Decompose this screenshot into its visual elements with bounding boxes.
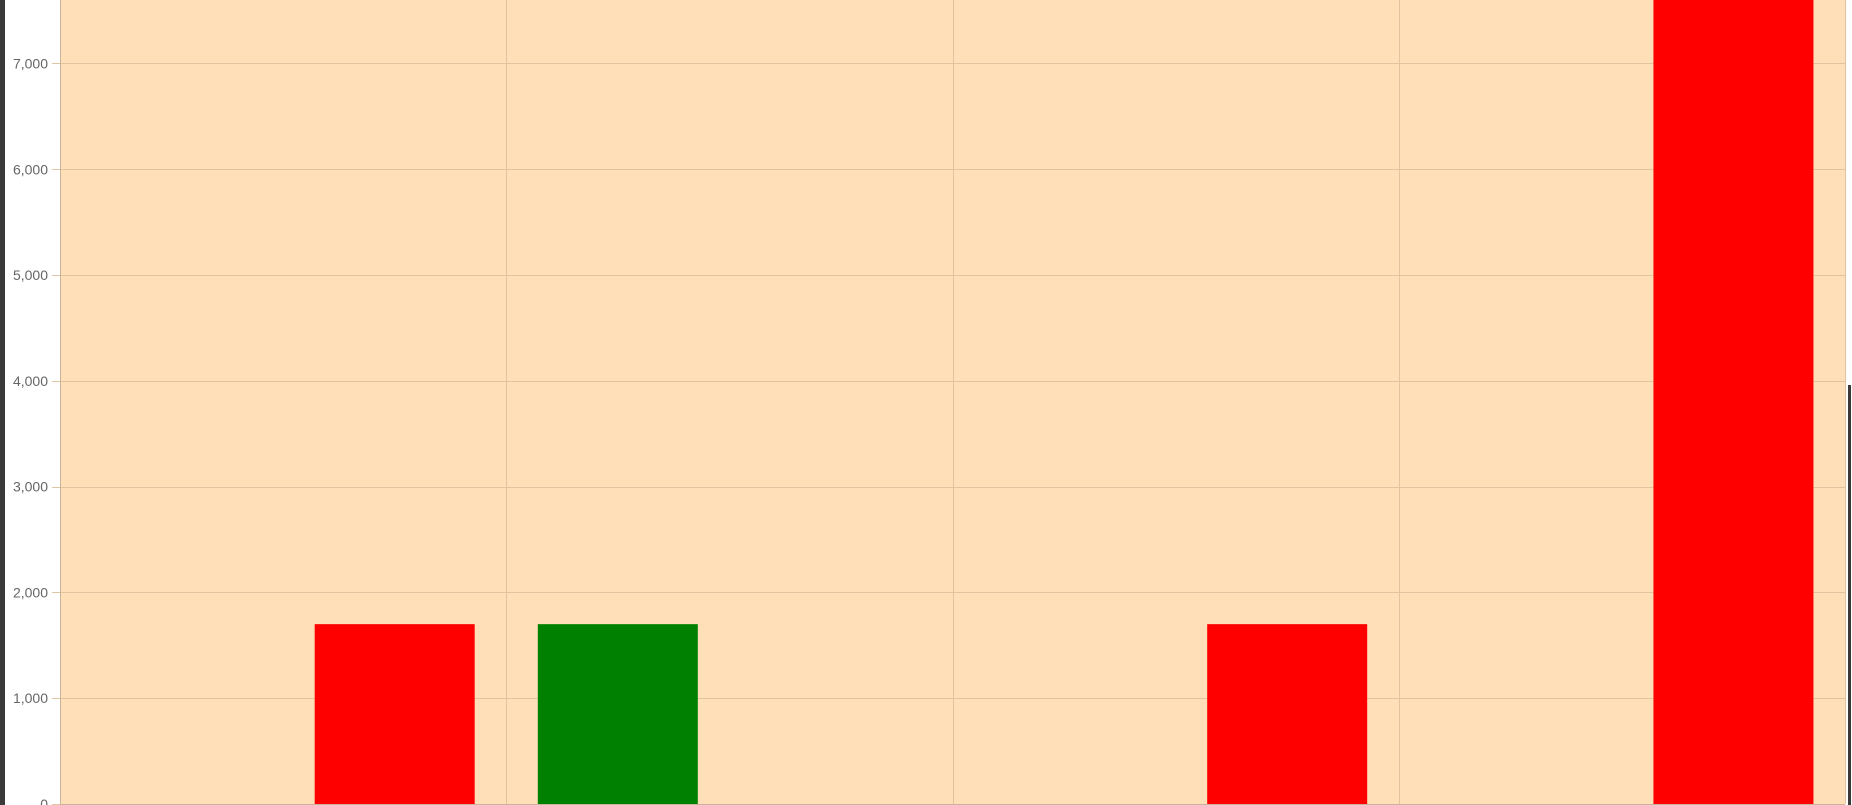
y-tick-label: 6,000	[13, 161, 48, 177]
window-left-edge	[0, 0, 5, 805]
y-tick-label: 5,000	[13, 267, 48, 283]
scrollbar[interactable]	[1848, 385, 1851, 805]
y-tick-label: 3,000	[13, 479, 48, 495]
bar	[1207, 624, 1368, 804]
y-tick-label: 7,000	[13, 55, 48, 71]
bar	[537, 624, 698, 804]
y-tick-label: 2,000	[13, 584, 48, 600]
y-tick-label: 4,000	[13, 373, 48, 389]
y-tick-label: 0	[40, 796, 48, 805]
y-axis-tick-labels: 0 1,000 2,000 3,000 4,000 5,000 6,000 7,000	[13, 55, 48, 805]
bars	[314, 0, 1814, 804]
bar	[1653, 0, 1814, 804]
y-tick-label: 1,000	[13, 690, 48, 706]
bar	[314, 624, 475, 804]
